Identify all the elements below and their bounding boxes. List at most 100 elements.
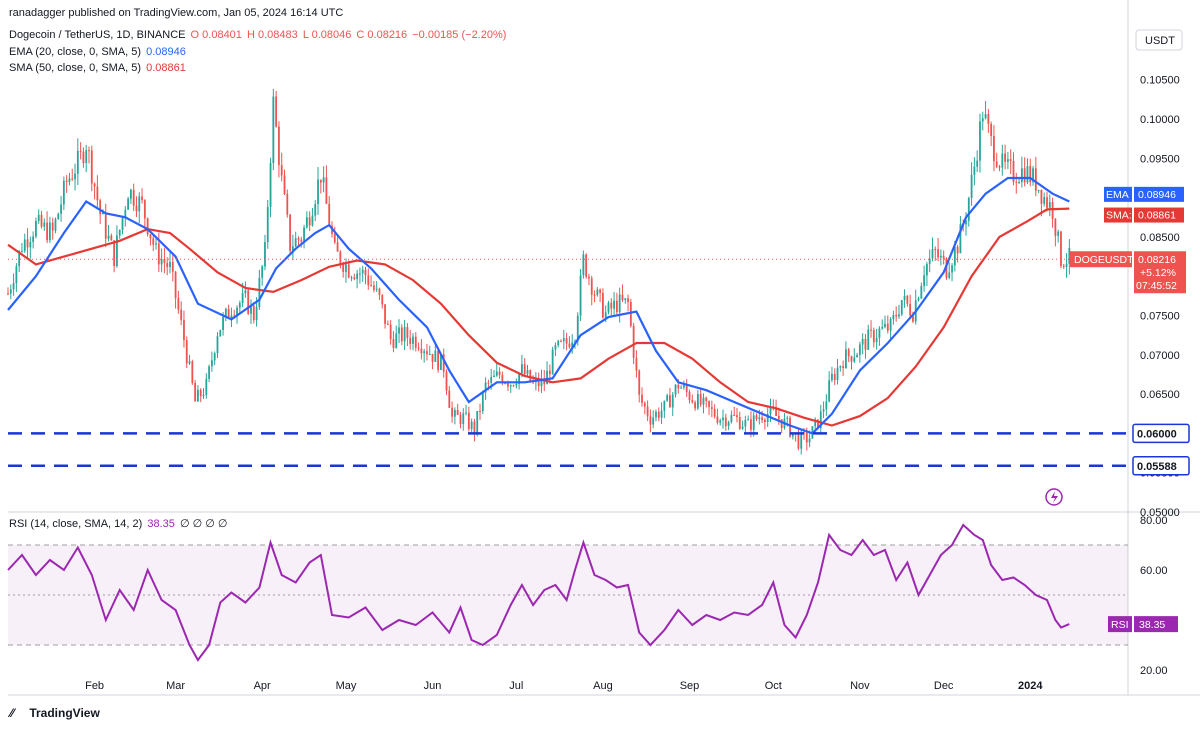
candle-body	[540, 378, 543, 387]
candle-body	[847, 349, 850, 357]
candle-body	[143, 200, 146, 219]
candle-body	[395, 333, 398, 348]
candle-body	[107, 235, 110, 239]
candle-body	[431, 353, 434, 362]
candle-body	[23, 239, 26, 251]
sma-tag-name-bg	[1104, 207, 1132, 223]
rsi-value-bg	[1134, 616, 1178, 633]
price-change: +5.12%	[1140, 267, 1176, 279]
candle-body	[671, 394, 674, 408]
candle-body	[562, 338, 565, 342]
candle-body	[171, 261, 174, 272]
candle-body	[708, 401, 710, 408]
candle-body	[590, 278, 593, 295]
candle-body	[722, 417, 724, 421]
candle-body	[554, 345, 557, 350]
candle-body	[694, 402, 696, 409]
candle-body	[79, 150, 82, 152]
candle-body	[1006, 159, 1009, 162]
candle-body	[57, 213, 60, 220]
price-tick-label: 0.10500	[1140, 75, 1180, 87]
candle-body	[898, 314, 900, 317]
candle-body	[602, 292, 604, 318]
candle-body	[29, 241, 32, 248]
candle-body	[166, 262, 169, 268]
candle-body	[303, 227, 305, 242]
candle-body	[979, 121, 981, 161]
candle-body	[370, 285, 372, 287]
candle-body	[275, 96, 278, 127]
candle-body	[62, 180, 65, 205]
candle-body	[817, 419, 819, 429]
candle-body	[1068, 247, 1071, 264]
candle-body	[308, 217, 311, 226]
candle-body	[878, 328, 881, 338]
candle-body	[291, 246, 294, 251]
candle-body	[60, 204, 62, 214]
candle-body	[364, 269, 367, 276]
candle-body	[1062, 266, 1065, 268]
candle-body	[976, 160, 979, 167]
ema-legend-value: 0.08946	[146, 46, 186, 58]
publisher-line: ranadagger published on TradingView.com,…	[9, 7, 344, 19]
candle-body	[15, 266, 18, 284]
candle-body	[157, 243, 160, 265]
ema-tag-value-bg	[1134, 186, 1184, 202]
candle-body	[336, 242, 339, 252]
candle-body	[758, 417, 761, 420]
x-tick-label: Aug	[593, 680, 613, 692]
candle-body	[791, 433, 794, 437]
candle-body	[931, 249, 934, 259]
candle-body	[521, 364, 523, 374]
candle-body	[867, 329, 870, 350]
candle-body	[1029, 166, 1032, 183]
candle-body	[99, 200, 102, 215]
candle-body	[453, 410, 456, 417]
candle-body	[470, 421, 473, 430]
candle-body	[451, 407, 453, 417]
candle-body	[1037, 189, 1040, 191]
candle-body	[696, 394, 699, 409]
candle-body	[551, 349, 554, 375]
candle-body	[747, 419, 750, 421]
candle-body	[685, 385, 688, 392]
candle-body	[76, 150, 79, 174]
candle-body	[504, 382, 507, 384]
candles-group	[7, 88, 1071, 455]
candle-body	[280, 165, 283, 176]
candle-body	[389, 324, 392, 340]
candle-body	[185, 340, 188, 364]
candle-body	[208, 366, 211, 379]
ohlc-change: −0.00185 (−2.20%)	[412, 29, 507, 41]
candle-body	[839, 366, 842, 368]
price-value-bg	[1134, 251, 1186, 294]
candle-body	[135, 205, 138, 212]
x-tick-label: Mar	[166, 680, 185, 692]
candle-body	[610, 302, 613, 309]
sma-tag-value: 0.08861	[1138, 210, 1176, 222]
candle-body	[803, 432, 805, 434]
candle-body	[663, 400, 666, 411]
candle-body	[576, 315, 579, 342]
ohlc-close: C 0.08216	[356, 29, 408, 41]
candle-body	[417, 347, 420, 349]
candle-body	[437, 350, 440, 370]
candle-body	[294, 238, 297, 247]
candle-body	[674, 384, 677, 395]
candle-body	[400, 327, 403, 342]
candle-body	[110, 235, 113, 241]
candle-body	[889, 319, 892, 331]
candle-body	[409, 337, 412, 344]
candle-body	[278, 126, 280, 166]
candle-body	[1023, 168, 1026, 183]
candle-body	[523, 364, 526, 375]
candle-body	[82, 151, 85, 164]
candle-body	[557, 340, 560, 346]
candle-body	[939, 255, 942, 258]
candle-body	[169, 261, 171, 268]
candle-body	[515, 383, 518, 386]
candle-body	[378, 288, 381, 295]
candle-body	[479, 411, 481, 413]
candle-body	[328, 203, 331, 226]
